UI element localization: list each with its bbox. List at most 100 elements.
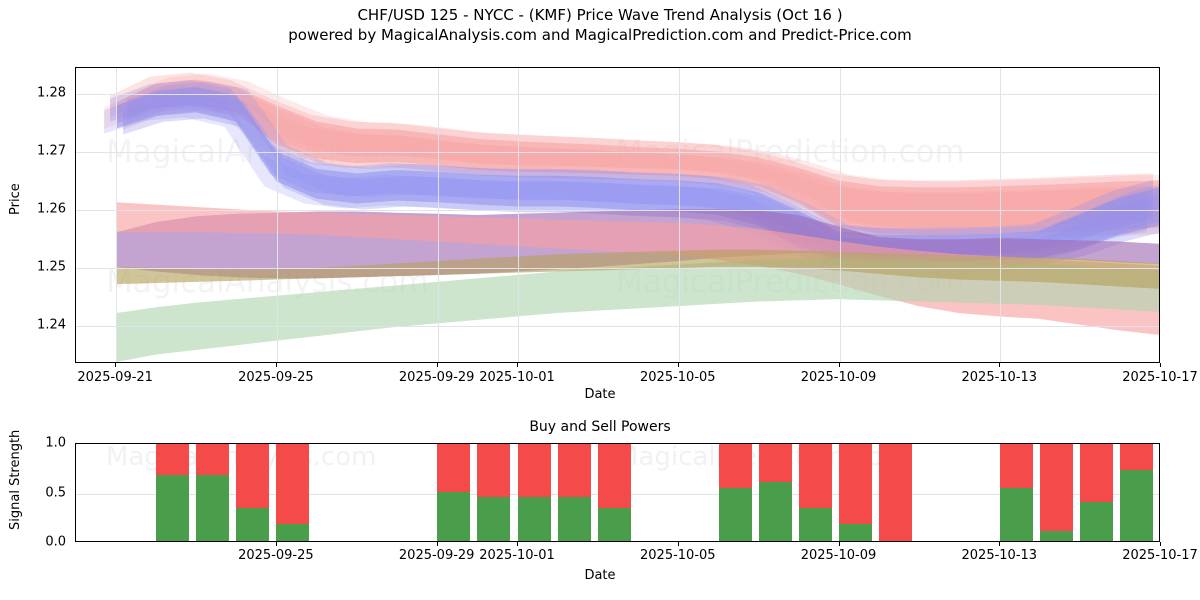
power-x-tick bbox=[677, 542, 679, 546]
sell-power-segment bbox=[196, 444, 230, 475]
power-x-tick-label: 2025-10-09 bbox=[800, 548, 877, 563]
power-bar[interactable] bbox=[1039, 444, 1073, 541]
price-gridline-h bbox=[76, 152, 1159, 154]
power-x-tick-label: 2025-10-13 bbox=[961, 548, 1038, 563]
sell-power-segment bbox=[437, 444, 471, 492]
price-wave-plot: MagicalAnalysis.com MagicalPrediction.co… bbox=[75, 67, 1160, 363]
power-bar[interactable] bbox=[557, 444, 591, 541]
sell-power-segment bbox=[1080, 444, 1114, 503]
price-x-tick bbox=[275, 363, 277, 367]
price-x-tick bbox=[115, 363, 117, 367]
power-bar[interactable] bbox=[597, 444, 631, 541]
power-bar[interactable] bbox=[1120, 444, 1154, 541]
buy-power-segment bbox=[798, 508, 832, 541]
sell-power-segment bbox=[999, 444, 1033, 488]
page-subtitle: powered by MagicalAnalysis.com and Magic… bbox=[288, 26, 912, 44]
power-bar[interactable] bbox=[477, 444, 511, 541]
power-x-tick bbox=[436, 542, 438, 546]
power-bar[interactable] bbox=[517, 444, 551, 541]
sell-power-segment bbox=[557, 444, 591, 498]
buy-power-segment bbox=[1080, 502, 1114, 541]
buy-power-segment bbox=[196, 474, 230, 541]
power-bar[interactable] bbox=[879, 444, 913, 541]
power-bar[interactable] bbox=[839, 444, 872, 541]
price-x-tick-label: 2025-09-21 bbox=[77, 370, 153, 385]
buy-power-segment bbox=[517, 497, 551, 541]
price-y-tick-label: 1.28 bbox=[37, 85, 66, 101]
price-gridline-v bbox=[518, 68, 519, 362]
price-y-tick-label: 1.26 bbox=[37, 201, 66, 217]
power-x-tick bbox=[838, 542, 840, 546]
price-x-tick-label: 2025-10-05 bbox=[640, 370, 716, 385]
buy-power-segment bbox=[557, 497, 591, 541]
buy-power-segment bbox=[1120, 469, 1154, 541]
price-gridline-h bbox=[76, 326, 1159, 328]
sell-power-segment bbox=[718, 444, 752, 488]
power-bar[interactable] bbox=[276, 444, 310, 541]
sell-power-segment bbox=[839, 444, 872, 525]
price-y-tick-label: 1.24 bbox=[37, 317, 66, 333]
power-bar[interactable] bbox=[798, 444, 832, 541]
price-x-tick-label: 2025-10-01 bbox=[479, 370, 555, 385]
sell-power-segment bbox=[477, 444, 511, 498]
price-x-axis-label: Date bbox=[584, 387, 616, 402]
power-x-tick-label: 2025-10-01 bbox=[479, 548, 555, 563]
price-band-upper-red-band bbox=[110, 72, 1154, 229]
price-x-tick bbox=[1160, 363, 1161, 367]
power-y-tick-label: 1.0 bbox=[45, 435, 66, 451]
power-x-tick-label: 2025-10-05 bbox=[640, 548, 716, 563]
price-band-layer bbox=[104, 72, 1159, 362]
price-x-tick bbox=[999, 363, 1001, 367]
power-x-axis-label: Date bbox=[584, 568, 616, 583]
power-x-tick-label: 2025-09-29 bbox=[398, 548, 475, 563]
sell-power-segment bbox=[517, 444, 551, 498]
buy-sell-powers-plot: MagicalAnalysis.com MagicalPrediction.co… bbox=[75, 443, 1160, 542]
buy-power-segment bbox=[477, 497, 511, 541]
price-gridline-v bbox=[116, 68, 118, 362]
power-bar[interactable] bbox=[236, 444, 270, 541]
price-gridline-h bbox=[76, 268, 1159, 270]
sell-power-segment bbox=[276, 444, 310, 525]
price-gridline-v bbox=[276, 68, 278, 362]
price-band-upper-red-band bbox=[104, 84, 1148, 241]
buy-power-segment bbox=[236, 508, 270, 541]
power-chart-title: Buy and Sell Powers bbox=[529, 419, 671, 435]
buy-power-segment bbox=[718, 487, 752, 541]
buy-power-segment bbox=[1039, 531, 1073, 541]
price-gridline-v bbox=[437, 68, 439, 362]
sell-power-segment bbox=[1039, 444, 1073, 532]
sell-power-segment bbox=[155, 444, 189, 475]
power-x-tick-label: 2025-10-17 bbox=[1122, 548, 1198, 563]
power-bar[interactable] bbox=[1080, 444, 1114, 541]
buy-power-segment bbox=[437, 491, 471, 541]
chart-title-block: CHF/USD 125 - NYCC - (KMF) Price Wave Tr… bbox=[0, 6, 1200, 45]
price-x-tick bbox=[677, 363, 679, 367]
price-x-tick-label: 2025-10-17 bbox=[1122, 370, 1198, 385]
sell-power-segment bbox=[1120, 444, 1154, 470]
power-x-tick bbox=[1160, 542, 1161, 546]
sell-power-segment bbox=[236, 444, 270, 509]
power-bar[interactable] bbox=[437, 444, 471, 541]
power-bar[interactable] bbox=[999, 444, 1033, 541]
price-gridline-v bbox=[1000, 68, 1002, 362]
price-x-tick-label: 2025-09-29 bbox=[398, 370, 475, 385]
power-bar[interactable] bbox=[155, 444, 189, 541]
price-gridline-v bbox=[678, 68, 680, 362]
price-band-lower-pink-band bbox=[116, 202, 1159, 335]
price-y-tick-label: 1.27 bbox=[37, 143, 66, 159]
page-title: CHF/USD 125 - NYCC - (KMF) Price Wave Tr… bbox=[357, 6, 843, 24]
power-bar[interactable] bbox=[758, 444, 792, 541]
power-bar[interactable] bbox=[196, 444, 230, 541]
price-band-upper-red-band bbox=[123, 85, 1159, 242]
price-gridline-v bbox=[839, 68, 841, 362]
price-band-upper-red-band bbox=[127, 73, 1159, 230]
sell-power-segment bbox=[597, 444, 631, 509]
price-gridline-h bbox=[76, 210, 1159, 212]
power-y-tick-label: 0.0 bbox=[45, 534, 66, 550]
price-band-upper-blue-band bbox=[110, 80, 1154, 256]
power-bar[interactable] bbox=[718, 444, 752, 541]
power-x-tick bbox=[999, 542, 1001, 546]
price-x-tick-label: 2025-09-25 bbox=[238, 370, 314, 385]
power-x-tick-label: 2025-09-25 bbox=[238, 548, 314, 563]
buy-power-segment bbox=[276, 524, 310, 541]
